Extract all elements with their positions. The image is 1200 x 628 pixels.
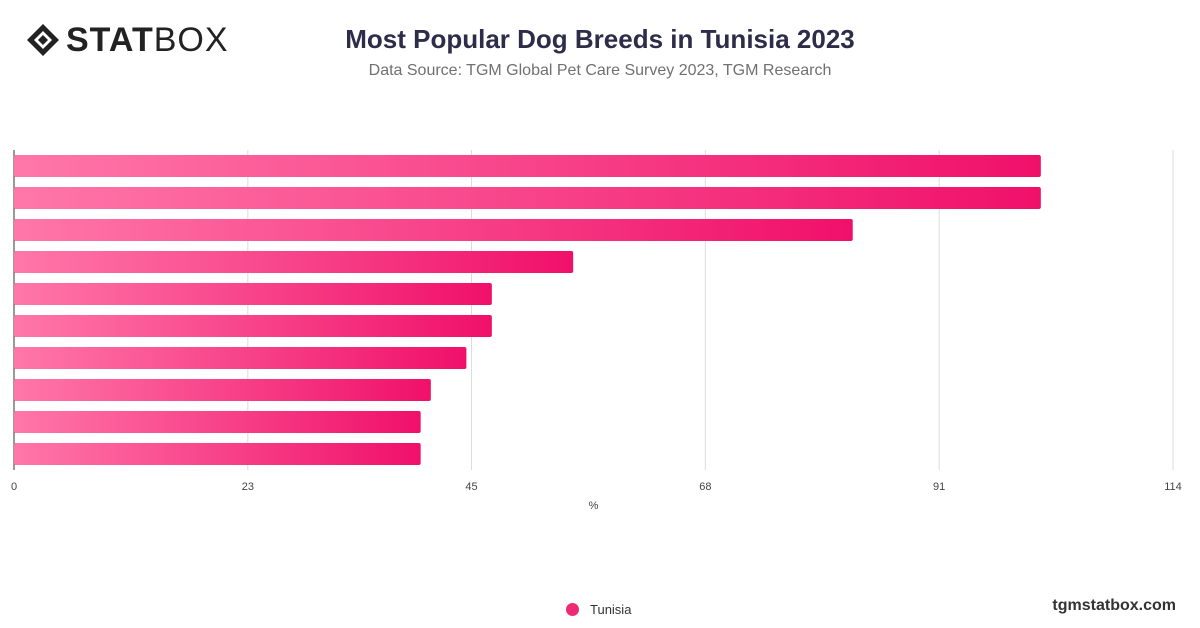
x-tick-label: 23 — [242, 481, 254, 493]
logo-text-bold: STAT — [66, 21, 154, 59]
bar — [14, 443, 421, 465]
x-tick-label: 68 — [699, 481, 711, 493]
bar — [14, 219, 853, 241]
legend[interactable]: Tunisia — [566, 602, 631, 617]
logo-text: STATBOX — [66, 22, 229, 58]
x-axis-label: % — [589, 500, 599, 512]
bar — [14, 187, 1041, 209]
legend-swatch — [566, 603, 579, 616]
statbox-logo: STATBOX — [26, 22, 229, 58]
bar — [14, 347, 467, 369]
x-tick-label: 0 — [11, 481, 17, 493]
bar — [14, 411, 421, 433]
x-tick-label: 45 — [465, 481, 477, 493]
chart-subtitle: Data Source: TGM Global Pet Care Survey … — [368, 62, 832, 79]
bar — [14, 283, 492, 305]
legend-label: Tunisia — [590, 602, 632, 617]
statbox-logo-icon — [27, 24, 59, 56]
chart-title: Most Popular Dog Breeds in Tunisia 2023 — [345, 24, 855, 54]
x-tick-label: 91 — [933, 481, 945, 493]
bar — [14, 379, 431, 401]
site-url[interactable]: tgmstatbox.com — [1052, 597, 1176, 614]
bar — [14, 251, 574, 273]
bar — [14, 155, 1041, 177]
x-tick-label: 114 — [1164, 481, 1182, 493]
bar — [14, 315, 492, 337]
logo-text-light: BOX — [153, 21, 229, 59]
